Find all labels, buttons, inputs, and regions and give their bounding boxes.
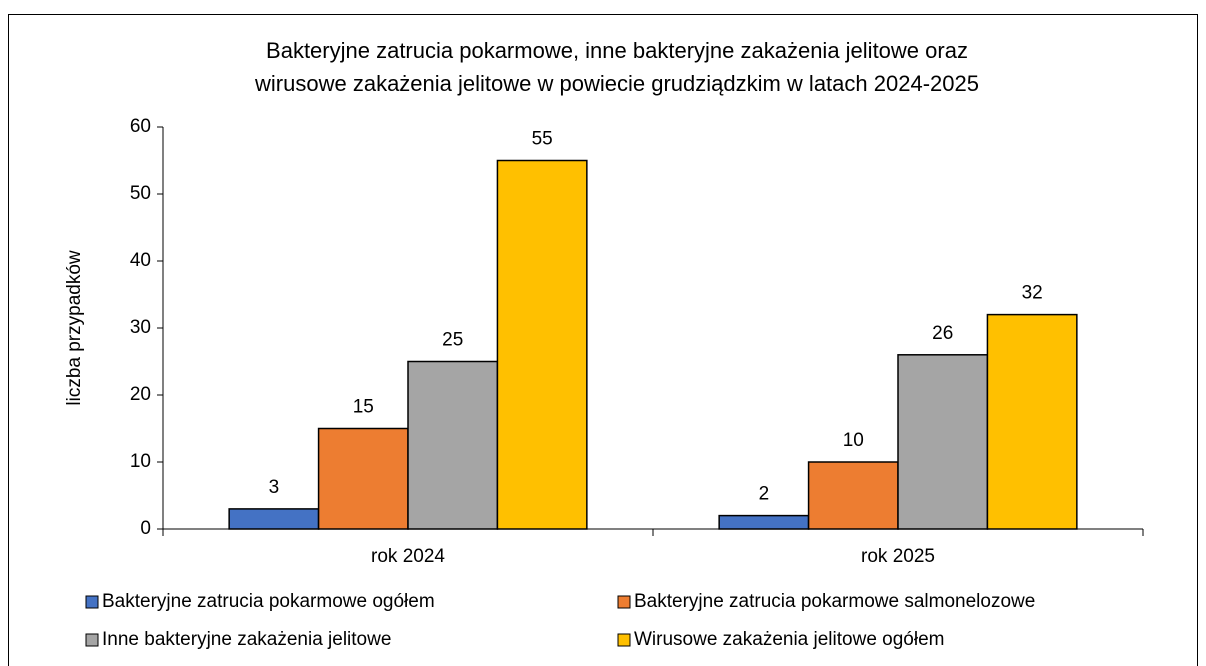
x-tick-label: rok 2025 — [861, 546, 935, 567]
y-axis-label: liczba przypadków — [64, 250, 85, 406]
value-label: 15 — [353, 397, 374, 418]
legend-label: Wirusowe zakażenia jelitowe ogółem — [634, 629, 944, 650]
y-tick-label: 10 — [130, 451, 151, 472]
y-tick-label: 20 — [130, 384, 151, 405]
legend-label: Bakteryjne zatrucia pokarmowe ogółem — [102, 591, 435, 612]
value-label: 3 — [269, 477, 280, 498]
bar — [718, 514, 810, 530]
legend-swatch — [85, 633, 99, 647]
legend-swatch — [617, 595, 631, 609]
bar — [807, 461, 899, 530]
chart-title: wirusowe zakażenia jelitowe w powiecie g… — [254, 71, 979, 96]
y-tick-label: 30 — [130, 317, 151, 338]
legend-swatch — [85, 595, 99, 609]
chart-border — [8, 14, 1198, 666]
y-tick-label: 50 — [130, 183, 151, 204]
x-tick-label: rok 2024 — [371, 546, 445, 567]
bar — [228, 508, 320, 530]
legend-label: Inne bakteryjne zakażenia jelitowe — [102, 629, 391, 650]
value-label: 32 — [1022, 283, 1043, 304]
bar — [897, 354, 989, 530]
bar — [407, 360, 499, 530]
value-label: 25 — [442, 330, 463, 351]
value-label: 2 — [759, 484, 770, 505]
y-tick-label: 0 — [140, 518, 151, 539]
value-label: 26 — [932, 323, 953, 344]
legend-label: Bakteryjne zatrucia pokarmowe salmoneloz… — [634, 591, 1035, 612]
chart-title: Bakteryjne zatrucia pokarmowe, inne bakt… — [266, 38, 968, 63]
bar — [496, 159, 588, 530]
bar — [986, 313, 1078, 530]
legend-swatch — [617, 633, 631, 647]
y-tick-label: 40 — [130, 250, 151, 271]
bar — [317, 427, 409, 530]
value-label: 10 — [843, 430, 864, 451]
value-label: 55 — [532, 129, 553, 150]
y-tick-label: 60 — [130, 116, 151, 137]
